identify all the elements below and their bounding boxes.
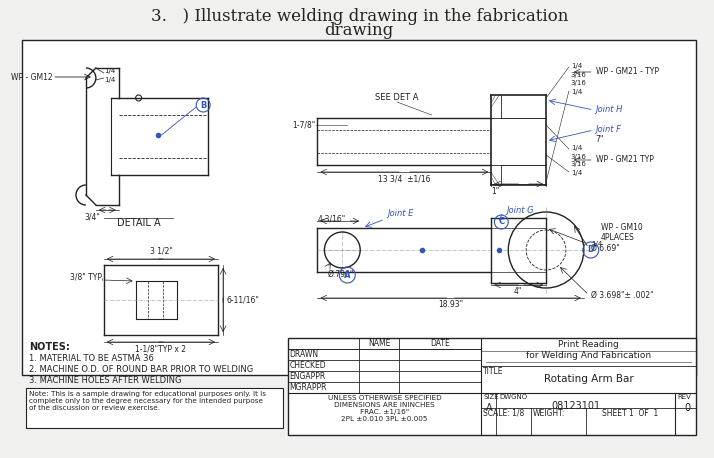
Text: 3/8" TYP: 3/8" TYP xyxy=(70,273,102,282)
Text: SIZE: SIZE xyxy=(483,394,499,400)
Text: 1/4: 1/4 xyxy=(590,241,602,247)
Text: NAME: NAME xyxy=(368,339,391,348)
Text: ENGAPPR: ENGAPPR xyxy=(290,372,326,381)
Text: 1. MATERIAL TO BE ASTMA 36: 1. MATERIAL TO BE ASTMA 36 xyxy=(29,354,154,363)
Text: WP - GM12: WP - GM12 xyxy=(11,72,52,82)
Text: MGRAPPR: MGRAPPR xyxy=(290,383,327,392)
Text: Ø.790": Ø.790" xyxy=(328,270,353,279)
Bar xyxy=(288,338,696,435)
Text: SHEET 1  OF  1: SHEET 1 OF 1 xyxy=(603,409,658,418)
Text: DETAIL A: DETAIL A xyxy=(117,218,161,228)
Text: 3/4": 3/4" xyxy=(84,213,100,222)
Text: TITLE: TITLE xyxy=(483,367,504,376)
Text: A: A xyxy=(344,271,351,279)
Text: A: A xyxy=(486,403,493,413)
Text: 1/4: 1/4 xyxy=(571,170,582,176)
Text: 4": 4" xyxy=(514,287,523,296)
Text: Note: This is a sample drawing for educational purposes only. It is
complete onl: Note: This is a sample drawing for educa… xyxy=(29,391,266,411)
Text: 1/4: 1/4 xyxy=(571,145,582,151)
Text: 1/4: 1/4 xyxy=(571,89,582,95)
Text: 13 3/4  ±1/16: 13 3/4 ±1/16 xyxy=(378,174,430,183)
Text: 3 1/2": 3 1/2" xyxy=(149,247,172,256)
Text: Joint E: Joint E xyxy=(387,209,413,218)
Text: 3. MACHINE HOLES AFTER WELDING: 3. MACHINE HOLES AFTER WELDING xyxy=(29,376,182,385)
Text: Joint F: Joint F xyxy=(595,125,622,135)
Text: Joint H: Joint H xyxy=(595,105,623,114)
Text: WEIGHT:: WEIGHT: xyxy=(533,409,565,418)
Text: 1/4: 1/4 xyxy=(571,63,582,69)
Text: 08123101: 08123101 xyxy=(551,401,600,411)
Text: SCALE: 1/8: SCALE: 1/8 xyxy=(483,409,525,418)
Bar xyxy=(22,40,696,375)
Text: 0: 0 xyxy=(684,403,690,413)
Text: 6-11/16": 6-11/16" xyxy=(226,295,259,305)
Text: drawing: drawing xyxy=(325,22,394,39)
Text: 1-1/8"TYP x 2: 1-1/8"TYP x 2 xyxy=(136,344,186,353)
Text: Rotating Arm Bar: Rotating Arm Bar xyxy=(544,374,633,384)
Text: 2. MACHINE O.D. OF ROUND BAR PRIOR TO WELDING: 2. MACHINE O.D. OF ROUND BAR PRIOR TO WE… xyxy=(29,365,253,374)
Text: 3.   ) Illustrate welding drawing in the fabrication: 3. ) Illustrate welding drawing in the f… xyxy=(151,8,568,25)
Text: REV: REV xyxy=(678,394,691,400)
Text: 4-3/16": 4-3/16" xyxy=(318,214,346,223)
Text: 7": 7" xyxy=(595,136,604,145)
Text: 3/16: 3/16 xyxy=(571,72,587,78)
Text: CHECKED: CHECKED xyxy=(290,361,326,370)
Bar xyxy=(26,388,283,428)
Text: 1-7/8": 1-7/8" xyxy=(292,120,316,130)
Text: for Welding And Fabrication: for Welding And Fabrication xyxy=(526,351,651,360)
Text: DWGNO: DWGNO xyxy=(499,394,528,400)
Text: WP - GM21 TYP: WP - GM21 TYP xyxy=(595,156,653,164)
Text: WP - GM10: WP - GM10 xyxy=(600,224,643,233)
Text: Print Reading: Print Reading xyxy=(558,340,619,349)
Text: Ø 6.69": Ø 6.69" xyxy=(590,244,620,252)
Text: Joint G: Joint G xyxy=(506,206,534,215)
Text: 3/16: 3/16 xyxy=(571,80,587,86)
Text: NOTES:: NOTES: xyxy=(29,342,70,352)
Text: UNLESS OTHERWISE SPECIFIED
DIMENSIONS ARE ININCHES
FRAC. ±1/16"
2PL ±0.010 3PL ±: UNLESS OTHERWISE SPECIFIED DIMENSIONS AR… xyxy=(328,395,441,422)
Text: 1/4: 1/4 xyxy=(104,77,115,83)
Text: B: B xyxy=(200,100,206,109)
Text: Ø 3.698"± .002": Ø 3.698"± .002" xyxy=(590,290,653,300)
Text: 3/16: 3/16 xyxy=(571,161,587,167)
Text: 18.93": 18.93" xyxy=(438,300,463,309)
Text: DATE: DATE xyxy=(431,339,450,348)
Text: 4PLACES: 4PLACES xyxy=(600,233,635,241)
Text: 1": 1" xyxy=(491,187,500,196)
Text: DRAWN: DRAWN xyxy=(290,350,318,359)
Text: 1/4: 1/4 xyxy=(104,68,115,74)
Text: WP - GM21 - TYP: WP - GM21 - TYP xyxy=(595,67,659,76)
Text: 3/16: 3/16 xyxy=(571,154,587,160)
Text: C: C xyxy=(498,218,504,227)
Text: D: D xyxy=(588,245,594,255)
Text: SEE DET A: SEE DET A xyxy=(376,93,418,102)
